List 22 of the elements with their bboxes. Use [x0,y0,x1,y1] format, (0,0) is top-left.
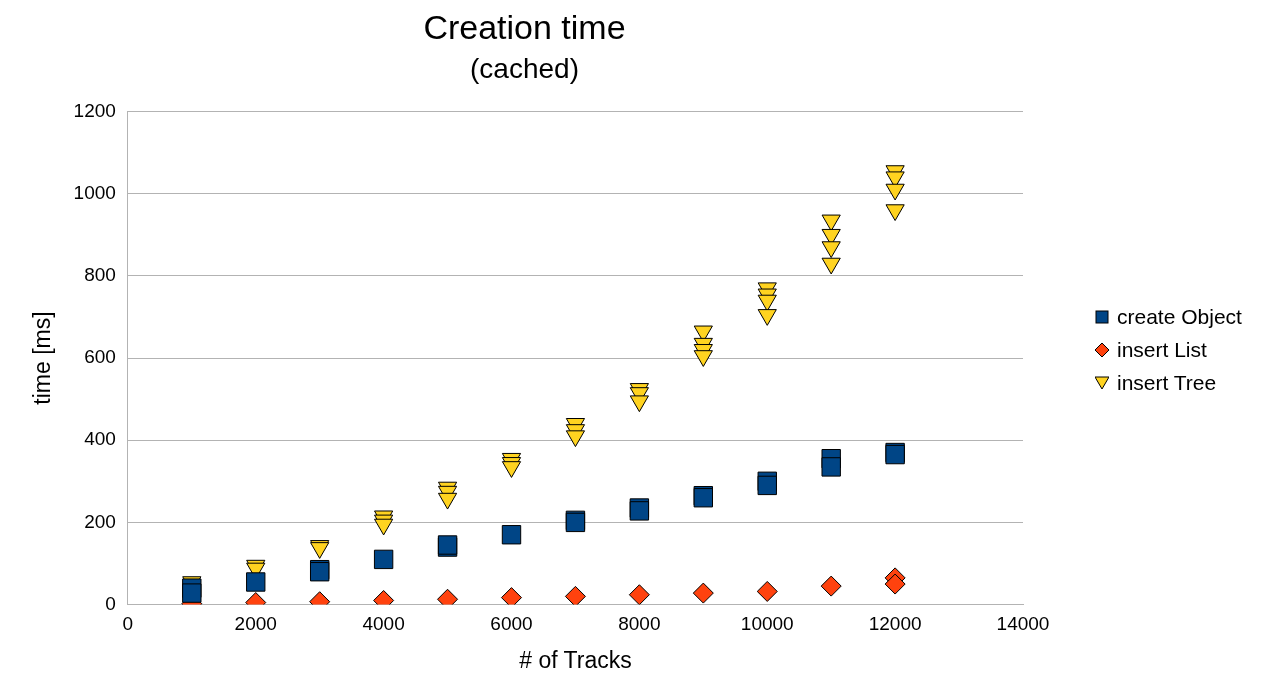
y-tick-label: 600 [84,346,116,368]
chart-subtitle: (cached) [470,53,579,85]
legend-label: insert Tree [1117,370,1217,395]
x-tick-label: 0 [122,613,134,635]
legend-label: create Object [1117,304,1242,329]
y-tick-label: 1000 [73,181,116,203]
x-tick-label: 14000 [996,613,1050,635]
x-axis-title: # of Tracks [519,646,632,673]
y-tick-label: 1200 [73,99,116,121]
x-tick-label: 12000 [868,613,922,635]
y-tick-label: 0 [105,592,116,614]
x-tick-label: 2000 [234,613,277,635]
legend-label: insert List [1117,337,1207,362]
y-axis-title: time [ms] [29,311,56,405]
y-tick-label: 400 [84,428,116,450]
y-tick-label: 800 [84,264,116,286]
x-tick-label: 10000 [740,613,794,635]
x-tick-label: 4000 [362,613,405,635]
x-tick-label: 6000 [490,613,533,635]
x-tick-label: 8000 [618,613,661,635]
y-tick-label: 200 [84,510,116,532]
chart-title: Creation time [423,7,626,46]
